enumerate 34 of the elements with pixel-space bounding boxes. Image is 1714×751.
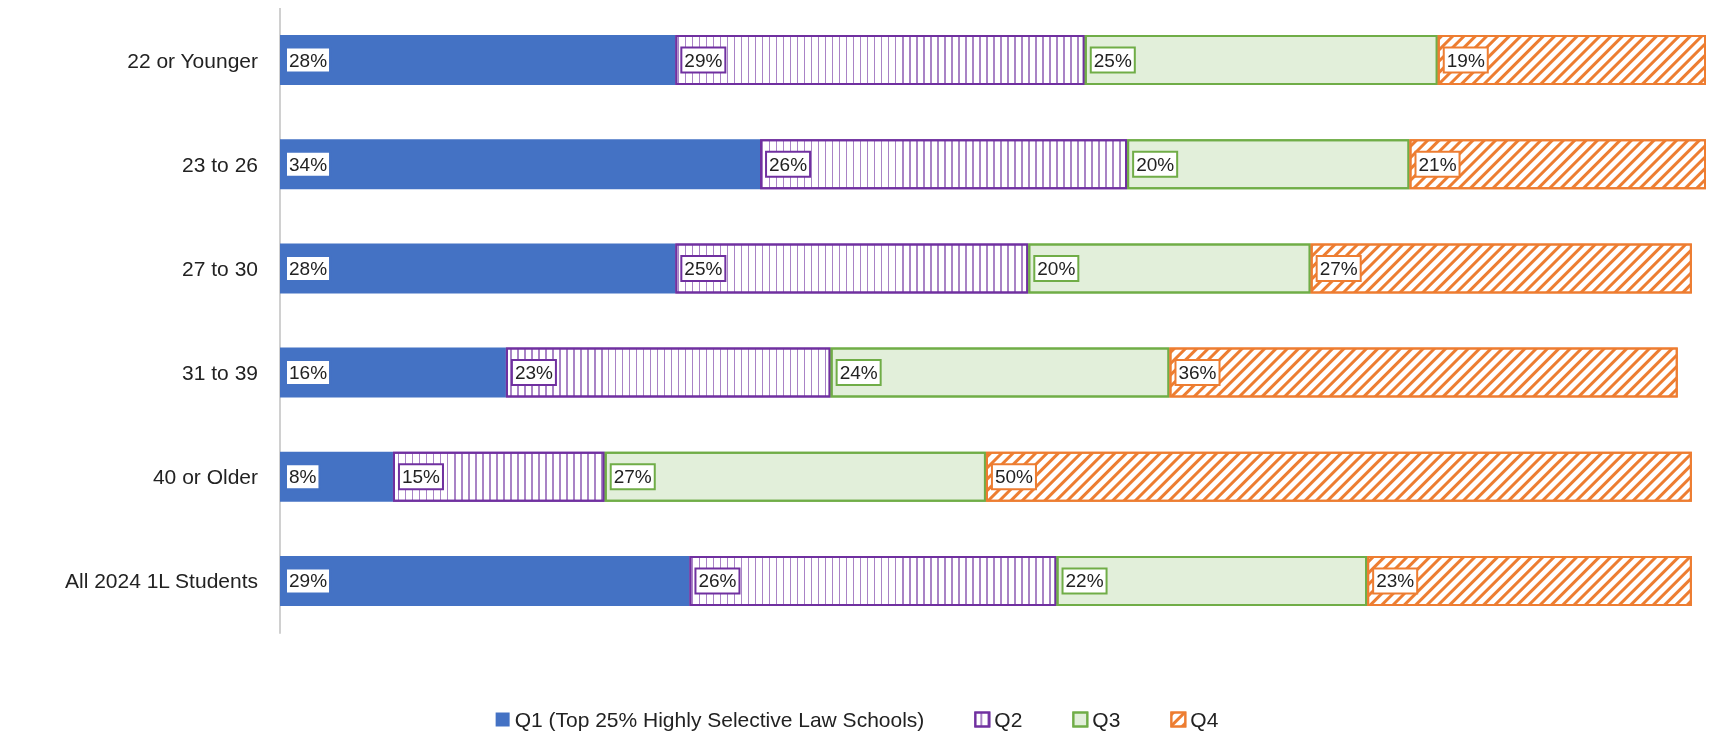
legend-label: Q3 [1092, 708, 1121, 731]
y-tick-label: 23 to 26 [182, 152, 258, 176]
data-label: 28% [289, 257, 328, 279]
y-tick-label: 40 or Older [152, 465, 258, 489]
data-label: 22% [1065, 570, 1104, 592]
data-label: 21% [1418, 153, 1457, 175]
data-label: 26% [698, 570, 737, 592]
data-label: 15% [401, 466, 441, 488]
data-label: 16% [289, 362, 328, 384]
legend-label: Q4 [1190, 708, 1219, 731]
y-tick-label: All 2024 1L Students [64, 569, 258, 593]
data-label: 26% [769, 153, 808, 175]
data-label: 50% [994, 466, 1034, 488]
y-tick-label: 22 or Younger [127, 48, 258, 72]
data-label: 8% [289, 466, 317, 488]
legend-label: Q1 (Top 25% Highly Selective Law Schools) [514, 708, 925, 731]
legend-label: Q2 [994, 708, 1023, 731]
data-label: 29% [684, 49, 723, 71]
data-label: 28% [289, 49, 328, 71]
data-label: 27% [1319, 257, 1358, 279]
data-label: 25% [1093, 49, 1132, 71]
data-label: 27% [613, 466, 652, 488]
data-label: 24% [839, 362, 878, 384]
data-label: 36% [1178, 362, 1217, 384]
data-label: 19% [1446, 49, 1485, 71]
data-label: 25% [684, 257, 723, 279]
data-label: 20% [1136, 153, 1175, 175]
data-label: 23% [514, 362, 554, 384]
data-label: 20% [1037, 257, 1076, 279]
data-label: 23% [1376, 570, 1415, 592]
data-label: 29% [289, 570, 328, 592]
y-tick-label: 27 to 30 [182, 256, 258, 280]
y-tick-label: 31 to 39 [182, 361, 258, 385]
data-label: 34% [289, 153, 328, 175]
